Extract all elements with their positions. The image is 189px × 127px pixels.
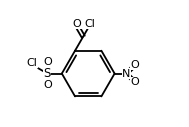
Text: O: O — [43, 81, 52, 90]
Text: Cl: Cl — [27, 58, 38, 68]
Text: O: O — [43, 57, 52, 67]
Text: S: S — [44, 67, 51, 80]
Text: O: O — [130, 77, 139, 87]
Text: N: N — [122, 69, 131, 78]
Text: Cl: Cl — [84, 19, 95, 29]
Text: O: O — [73, 19, 81, 29]
Text: O: O — [130, 60, 139, 70]
